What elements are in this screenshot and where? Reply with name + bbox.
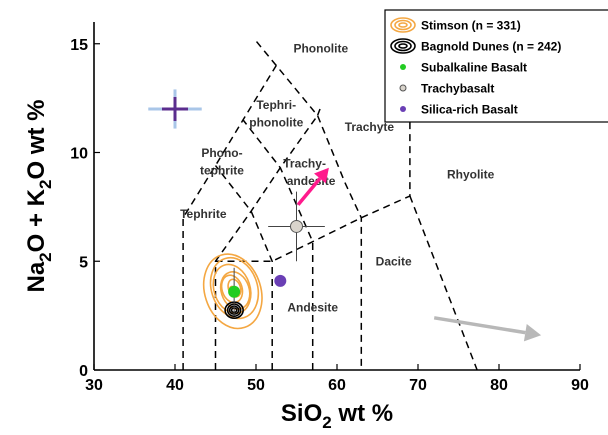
legend-contour-1-2 <box>398 43 408 49</box>
field-label-2: phonolite <box>249 115 303 129</box>
boundary-rhyolite-dacite <box>409 195 478 371</box>
legend-marker-2 <box>400 64 406 70</box>
boundary-foidite <box>255 40 277 66</box>
legend-label-1: Bagnold Dunes (n = 242) <box>421 40 561 54</box>
pink-arrow-shaft <box>296 177 322 206</box>
y-tick-label-1: 5 <box>79 254 88 271</box>
boundary-basalt <box>214 165 273 370</box>
gray-arrow-shaft <box>433 316 526 335</box>
legend: Stimson (n = 331) Bagnold Dunes (n = 242)… <box>384 9 608 123</box>
gray-arrow <box>433 316 542 342</box>
point-1-0 <box>290 219 303 233</box>
legend-label-4: Silica-rich Basalt <box>421 103 518 117</box>
field-label-4: Phono- <box>201 146 242 160</box>
legend-contour-0-2 <box>398 22 408 28</box>
legend-box <box>384 9 608 123</box>
x-tick-label-6: 90 <box>571 377 589 394</box>
y-tick-label-3: 15 <box>70 37 88 54</box>
legend-item-1: Bagnold Dunes (n = 242) <box>390 38 561 54</box>
trend-arrows <box>296 167 542 342</box>
axes: 30 40 50 60 70 80 90 0 5 10 15 SiO2 wt % Na2O + K2O … <box>23 22 589 432</box>
point-2-0 <box>274 274 287 287</box>
gray-arrow-head <box>523 323 542 342</box>
x-tick-label-4: 70 <box>409 377 427 394</box>
legend-contour-0-0 <box>390 17 416 33</box>
x-tick-label-0: 30 <box>85 377 103 394</box>
field-label-9: Tephrite <box>180 207 227 221</box>
boundary-phonolite-trachyte <box>316 104 323 116</box>
legend-marker-4 <box>400 106 406 112</box>
y-tick-label-2: 10 <box>70 146 88 163</box>
legend-label-0: Stimson (n = 331) <box>421 19 521 33</box>
x-tick-label-5: 80 <box>490 377 508 394</box>
legend-item-2: Subalkaline Basalt <box>400 61 527 75</box>
pink-arrow-head <box>314 167 329 184</box>
legend-item-3: Trachybasalt <box>399 82 494 96</box>
legend-item-4: Silica-rich Basalt <box>400 103 518 117</box>
x-axis-title: SiO2 wt % <box>281 400 393 432</box>
legend-contour-1-1 <box>394 40 412 52</box>
legend-marker-3 <box>399 84 407 92</box>
point-0-0 <box>228 285 241 298</box>
field-label-8: Rhyolite <box>447 168 495 182</box>
field-label-11: Andesite <box>287 300 338 314</box>
x-tick-label-2: 50 <box>247 377 265 394</box>
field-label-3: Trachyte <box>345 120 395 134</box>
x-tick-label-1: 40 <box>166 377 184 394</box>
field-label-1: Tephri- <box>256 98 296 112</box>
field-label-6: Trachy- <box>283 157 326 171</box>
y-axis-title: Na2O + K2O wt % <box>23 100 55 293</box>
field-label-7: andesite <box>287 174 336 188</box>
field-label-0: Phonolite <box>293 41 348 55</box>
field-label-10: Dacite <box>376 255 412 269</box>
legend-contour-1-0 <box>390 38 416 54</box>
stimson-contour-1 <box>209 256 260 320</box>
y-tick-label-0: 0 <box>79 363 88 380</box>
field-label-5: tephrite <box>200 163 244 177</box>
legend-item-0: Stimson (n = 331) <box>390 17 521 33</box>
data-layer <box>148 89 325 330</box>
legend-label-2: Subalkaline Basalt <box>421 61 527 75</box>
legend-label-3: Trachybasalt <box>421 82 494 96</box>
legend-contour-0-1 <box>394 19 412 31</box>
pink-arrow <box>296 167 329 206</box>
x-tick-label-3: 60 <box>328 377 346 394</box>
stimson-contour-0 <box>202 253 263 330</box>
